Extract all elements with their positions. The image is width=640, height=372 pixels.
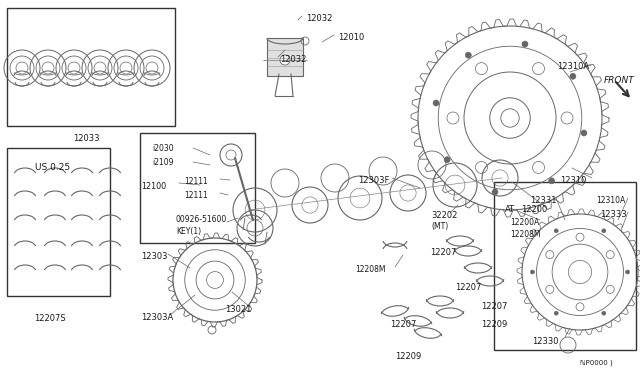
Circle shape [548, 178, 555, 184]
Text: FRONT: FRONT [604, 76, 635, 85]
Text: 12303A: 12303A [141, 313, 173, 322]
Text: 12100: 12100 [141, 182, 166, 191]
Text: US 0.25: US 0.25 [35, 163, 70, 172]
Text: KEY(1): KEY(1) [176, 227, 201, 236]
Text: 12303F: 12303F [358, 176, 389, 185]
Text: 12310A: 12310A [596, 196, 625, 205]
Text: 12330: 12330 [532, 337, 559, 346]
Text: ℕP0000 ): ℕP0000 ) [580, 360, 612, 366]
Text: AT: AT [505, 205, 515, 214]
Text: 12111: 12111 [184, 191, 208, 200]
Text: 12303: 12303 [141, 252, 168, 261]
Text: 32202: 32202 [431, 211, 458, 220]
Circle shape [492, 189, 498, 195]
Text: 12208M: 12208M [355, 265, 385, 274]
Circle shape [581, 130, 587, 136]
Circle shape [444, 157, 450, 163]
Text: 12209: 12209 [395, 352, 421, 361]
Circle shape [554, 311, 558, 315]
Text: i2109: i2109 [152, 158, 173, 167]
Circle shape [531, 270, 534, 274]
Circle shape [280, 55, 290, 65]
Circle shape [570, 73, 576, 79]
Text: 12310: 12310 [560, 176, 586, 185]
Text: 12033: 12033 [73, 134, 99, 143]
Text: 12200A: 12200A [510, 218, 540, 227]
Text: (MT): (MT) [431, 222, 448, 231]
Text: 12331: 12331 [530, 196, 557, 205]
Text: 12207: 12207 [390, 320, 417, 329]
Circle shape [522, 41, 528, 47]
Circle shape [433, 100, 439, 106]
Circle shape [554, 229, 558, 233]
Text: 12333: 12333 [600, 210, 627, 219]
Circle shape [625, 270, 630, 274]
Text: 12200: 12200 [521, 205, 547, 214]
Text: 00926-51600: 00926-51600 [176, 215, 227, 224]
Text: 12207: 12207 [455, 283, 481, 292]
Text: 12207: 12207 [481, 302, 508, 311]
Bar [267, 38, 303, 76]
Text: 12208M: 12208M [510, 230, 541, 239]
Bar [494, 182, 636, 350]
Bar [7, 148, 110, 296]
Text: 12209: 12209 [481, 320, 508, 329]
Bar [140, 133, 255, 243]
Circle shape [602, 229, 606, 233]
Text: 12032: 12032 [280, 55, 307, 64]
Text: 12010: 12010 [338, 33, 364, 42]
Text: 13021: 13021 [225, 305, 252, 314]
Text: 12310A: 12310A [557, 62, 589, 71]
Circle shape [465, 52, 471, 58]
Text: 12207S: 12207S [34, 314, 66, 323]
Text: 12207: 12207 [430, 248, 456, 257]
Circle shape [602, 311, 606, 315]
Bar [7, 8, 175, 126]
Text: 12111: 12111 [184, 177, 208, 186]
Text: 12032: 12032 [306, 14, 332, 23]
Text: i2030: i2030 [152, 144, 173, 153]
